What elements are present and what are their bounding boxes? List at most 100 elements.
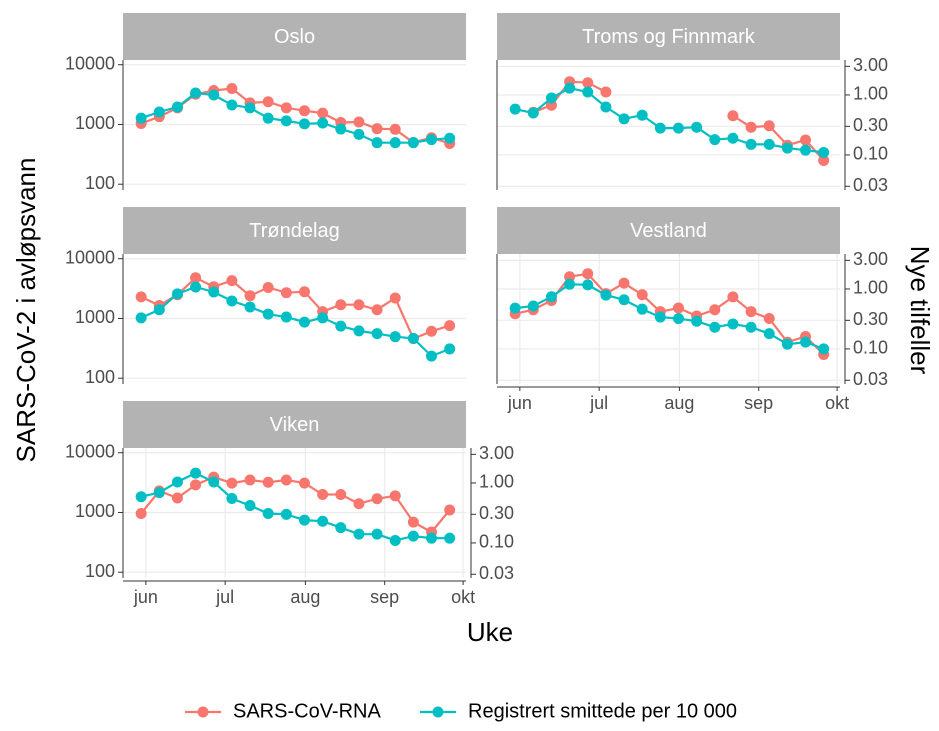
y2-tick-label: 3.00 [479, 443, 514, 463]
x-axis-title: Uke [467, 617, 513, 647]
point [335, 123, 347, 135]
point [654, 122, 666, 134]
point [280, 102, 292, 114]
point [389, 534, 401, 546]
y2-tick-label: 1.00 [853, 84, 888, 104]
point [298, 105, 310, 117]
point [800, 144, 812, 156]
point [262, 507, 274, 519]
point [727, 110, 739, 122]
point [353, 528, 365, 540]
point [317, 312, 329, 324]
point [353, 128, 365, 140]
point [745, 138, 757, 150]
point [691, 315, 703, 327]
point [407, 516, 419, 528]
y2-tick-label: 0.10 [853, 144, 888, 164]
point [317, 107, 329, 119]
point [709, 304, 721, 316]
point [226, 493, 238, 505]
point [407, 530, 419, 542]
series-line [514, 283, 825, 350]
point [135, 312, 147, 324]
point [582, 77, 594, 89]
point [262, 476, 274, 488]
point [564, 82, 576, 94]
point [353, 116, 365, 128]
point [371, 304, 383, 316]
point [781, 142, 793, 154]
y-tick-label: 10000 [65, 247, 115, 267]
point [509, 103, 521, 115]
point [818, 343, 830, 355]
point [389, 137, 401, 149]
y2-tick-label: 0.30 [479, 503, 514, 523]
point [407, 137, 419, 149]
point [298, 286, 310, 298]
y2-tick-label: 0.03 [853, 369, 888, 389]
strip [123, 13, 466, 60]
point [618, 113, 630, 125]
point [335, 488, 347, 500]
x-tick-label: sep [370, 587, 399, 607]
y2-tick-label: 0.10 [479, 532, 514, 552]
y-tick-label: 1000 [75, 307, 115, 327]
point [135, 491, 147, 503]
point [800, 134, 812, 146]
point [672, 302, 684, 314]
point [545, 92, 557, 104]
point [600, 86, 612, 98]
point [262, 96, 274, 108]
series-line [140, 285, 451, 358]
point [818, 154, 830, 166]
point [444, 320, 456, 332]
point [371, 137, 383, 149]
point [444, 504, 456, 516]
y-tick-label: 10000 [65, 53, 115, 73]
y-tick-label: 1000 [75, 113, 115, 133]
legend-marker [197, 706, 209, 718]
point [226, 477, 238, 489]
point [545, 291, 557, 303]
y2-axis-title: Nye tilfeller [905, 246, 935, 375]
point [618, 294, 630, 306]
point [407, 332, 419, 344]
point [244, 301, 256, 313]
point [317, 117, 329, 129]
point [654, 311, 666, 323]
y-tick-label: 100 [85, 173, 115, 193]
point [171, 288, 183, 300]
point [190, 281, 202, 293]
x-tick-label: jun [133, 587, 158, 607]
x-tick-label: aug [290, 587, 320, 607]
strip [123, 207, 466, 254]
point [509, 302, 521, 314]
strip [123, 401, 466, 448]
point [190, 272, 202, 284]
point [335, 299, 347, 311]
point [444, 343, 456, 355]
y2-tick-label: 3.00 [853, 249, 888, 269]
point [727, 291, 739, 303]
point [727, 318, 739, 330]
x-tick-label: okt [825, 393, 849, 413]
point [763, 312, 775, 324]
point [745, 121, 757, 133]
point [262, 112, 274, 124]
point [582, 279, 594, 291]
facet-title: Oslo [274, 26, 315, 48]
point [763, 328, 775, 340]
y-tick-label: 100 [85, 367, 115, 387]
facet-title: Trøndelag [249, 220, 339, 242]
point [244, 500, 256, 512]
point [335, 320, 347, 332]
x-tick-label: jun [507, 393, 532, 413]
point [280, 474, 292, 486]
point [153, 487, 165, 499]
point [818, 146, 830, 158]
point [618, 277, 630, 289]
y-tick-label: 10000 [65, 441, 115, 461]
point [582, 86, 594, 98]
point [171, 101, 183, 113]
